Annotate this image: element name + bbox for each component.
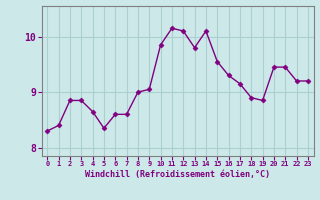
X-axis label: Windchill (Refroidissement éolien,°C): Windchill (Refroidissement éolien,°C) (85, 170, 270, 179)
